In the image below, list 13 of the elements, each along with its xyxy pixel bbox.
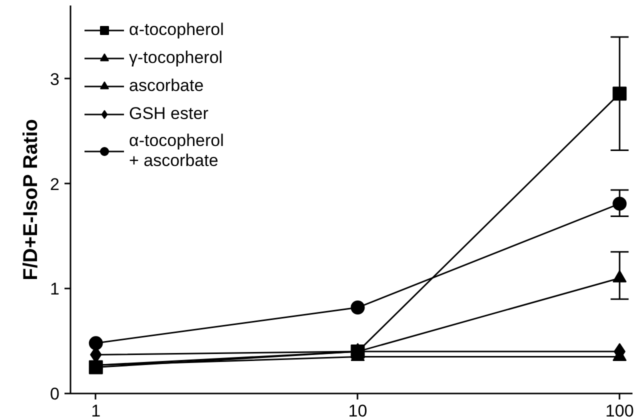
x-tick-label: 10 (348, 402, 368, 419)
y-axis-title: F/D+E-IsoP Ratio (20, 119, 42, 280)
x-tick-label: 1 (91, 402, 101, 419)
legend-label: α-tocopherol + ascorbate (129, 131, 224, 171)
legend-label: GSH ester (129, 103, 208, 125)
legend-label: α-tocopherol (129, 19, 224, 41)
y-tick-label: 0 (50, 384, 60, 404)
y-tick-label: 1 (50, 280, 60, 299)
x-tick-label: 100 (605, 402, 634, 419)
y-tick-label: 2 (50, 174, 60, 194)
legend-label: γ-tocopherol (129, 47, 223, 69)
legend-label: ascorbate (129, 75, 204, 97)
y-tick-label: 3 (50, 70, 60, 89)
